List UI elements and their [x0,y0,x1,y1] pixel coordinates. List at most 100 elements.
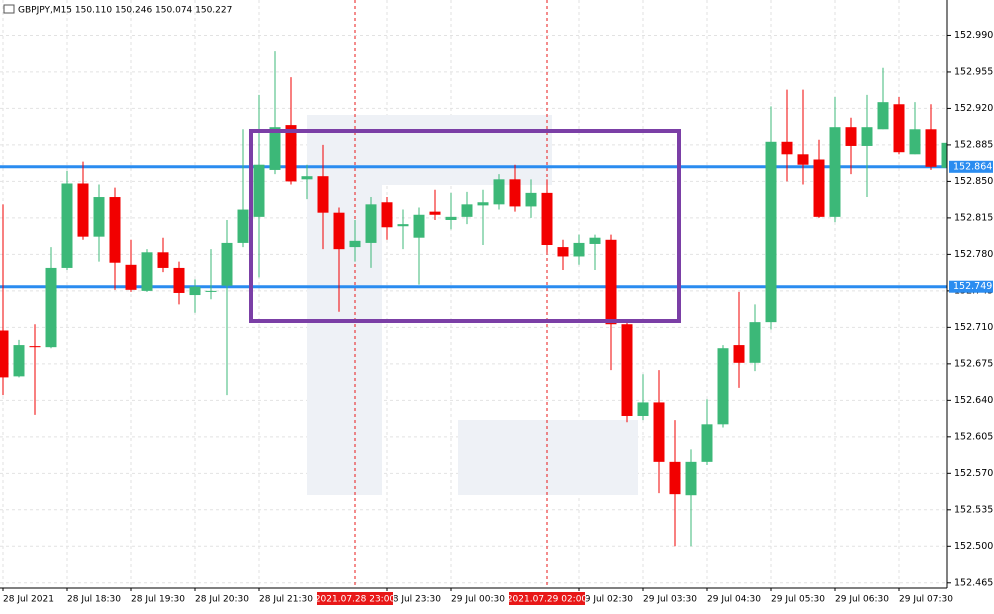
x-tick-label: 28 Jul 23:30 [387,595,441,605]
marker-label: 2021.07.29 02:00 [507,595,588,605]
y-tick-label: 152.710 [954,322,993,333]
candle-body [813,159,825,217]
watermark-shape [382,115,552,185]
candle-body [285,125,297,182]
candle-body [509,179,521,207]
candle-body [93,197,105,237]
candle-body [365,204,377,243]
x-tick-label: 29 Jul 05:30 [771,595,825,605]
y-tick-label: 152.570 [954,468,993,479]
candle-body [669,461,681,495]
candle-body [0,330,9,378]
symbol-icon [3,4,15,14]
y-tick-label: 152.675 [954,358,993,369]
candle-body [173,267,185,293]
candle-body [605,239,617,325]
chart-title: GBPJPY,M15 150.110 150.246 150.074 150.2… [18,6,232,16]
plot-area [0,0,947,588]
candle-body [61,183,73,268]
candle-body [909,129,921,155]
y-tick-label: 152.465 [954,577,993,588]
candle-body [13,345,25,377]
watermark-shape [307,115,382,495]
x-tick-label: 29 Jul 00:30 [451,595,505,605]
watermark-shape [458,420,638,495]
y-tick-label: 152.955 [954,66,993,77]
candle-body [333,212,345,250]
x-tick-label: 29 Jul 04:30 [707,595,761,605]
y-tick-label: 152.780 [954,249,993,260]
candle-body [525,192,537,207]
candle-body [781,141,793,155]
candle-body [45,267,57,348]
price-label: 152.864 [953,161,992,172]
candle-body [861,127,873,146]
y-tick-label: 152.535 [954,504,993,515]
candle-body [349,240,361,248]
candle-body [797,154,809,165]
x-tick-label: 28 Jul 21:30 [259,595,313,605]
y-tick-label: 152.920 [954,103,993,114]
candle-body [749,322,761,363]
marker-label-bg [509,592,585,605]
x-tick-label: 29 Jul 03:30 [643,595,697,605]
watermark [307,115,638,495]
candle-body [221,242,233,286]
candle-body [317,176,329,213]
candle-body [717,348,729,425]
candle-body [701,424,713,462]
candle-body [189,286,201,296]
y-tick-label: 152.815 [954,212,993,223]
candle-body [845,127,857,146]
grid [0,0,947,588]
y-tick-label: 152.990 [954,30,993,41]
x-tick-label: 29 Jul 07:30 [899,595,953,605]
marker-label-bg [317,592,393,605]
candle-body [141,252,153,291]
candle-body [941,142,947,168]
candle-body [397,224,409,227]
candle-body [29,346,41,348]
candle-body [637,402,649,416]
x-tick-label: 29 Jul 06:30 [835,595,889,605]
candle-body [829,127,841,217]
candle-body [557,247,569,257]
candle-body [445,216,457,220]
y-tick-label: 152.605 [954,431,993,442]
x-tick-label: 28 Jul 18:30 [67,595,121,605]
candle-body [653,402,665,462]
x-tick-label: 28 Jul 20:30 [195,595,249,605]
candle-body [109,197,121,263]
candle-body [269,127,281,170]
candle-body [877,102,889,130]
candle-body [621,324,633,416]
marker-label: 2021.07.28 23:00 [315,595,396,605]
candle-body [493,179,505,205]
candle-body [925,129,937,167]
candle-body [125,264,137,290]
y-tick-label: 152.640 [954,395,993,406]
y-tick-label: 152.500 [954,541,993,552]
candle-body [253,164,265,217]
range-rectangle [249,129,681,323]
candle-body [429,211,441,215]
x-tick-label: 28 Jul 19:30 [131,595,185,605]
price-label-bg [949,280,993,293]
price-label: 152.749 [953,281,992,292]
candle-body [461,204,473,217]
candle-body [237,209,249,243]
candle-body [301,176,313,180]
candle-body [205,290,217,292]
candle-body [541,192,553,245]
candle-body [157,252,169,268]
candle-body [685,461,697,496]
candle-body [589,237,601,244]
candle-body [573,242,585,257]
y-tick-label: 152.885 [954,139,993,150]
candle-body [733,345,745,363]
candle-body [765,141,777,323]
candle-body [477,202,489,206]
candle-body [381,202,393,228]
